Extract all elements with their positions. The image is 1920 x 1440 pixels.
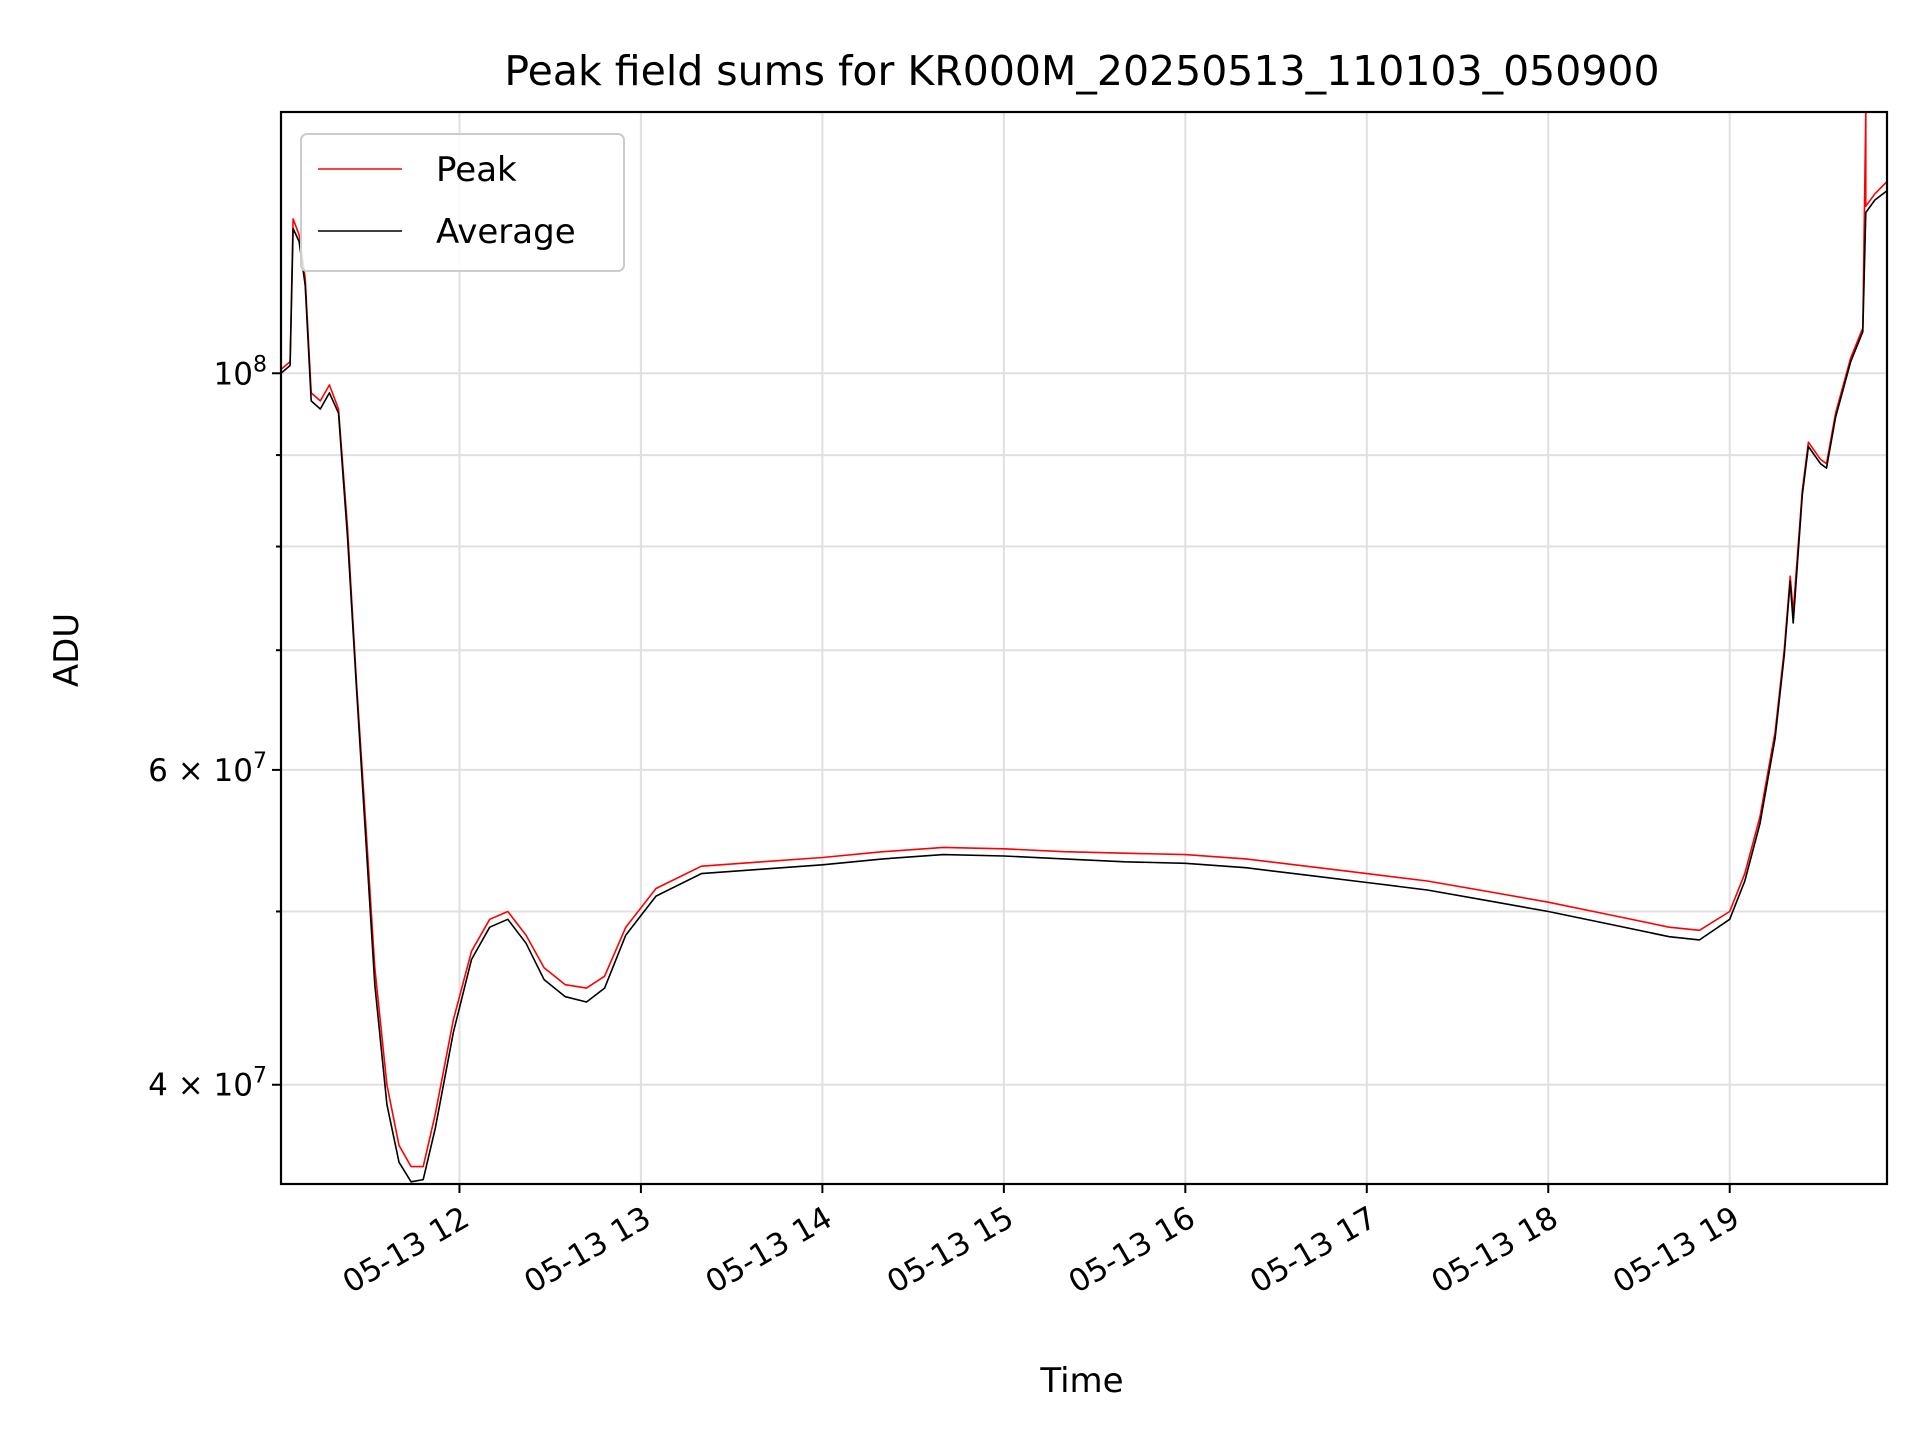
x-tick-label: 05-13 18 <box>1426 1200 1565 1301</box>
plot-frame <box>279 110 1889 1186</box>
x-tick-label: 05-13 13 <box>518 1200 657 1301</box>
y-tick-label: 108 <box>214 352 267 392</box>
legend-label-average: Average <box>436 212 576 252</box>
chart-title: Peak field sums for KR000M_20250513_1101… <box>504 47 1659 95</box>
x-tick-label: 05-13 15 <box>881 1200 1020 1301</box>
y-tick-label: 4 × 107 <box>148 1064 267 1104</box>
x-tick-label: 05-13 12 <box>337 1200 476 1301</box>
ticks: 05-13 12 05-13 13 05-13 14 05-13 15 05-13 16… <box>148 352 1746 1300</box>
x-tick-label: 05-13 16 <box>1063 1200 1202 1301</box>
series-line-average <box>280 190 1888 1183</box>
legend-label-peak: Peak <box>436 150 517 190</box>
x-axis-label: Time <box>1039 1361 1123 1401</box>
x-tick-label: 05-13 17 <box>1244 1200 1383 1301</box>
series-layer <box>280 111 1888 1183</box>
x-tick-label: 05-13 14 <box>700 1200 839 1301</box>
y-axis-label: ADU <box>47 613 87 687</box>
legend: Peak Average <box>300 133 625 272</box>
grid <box>281 112 1887 1184</box>
y-tick-label: 6 × 107 <box>148 749 267 789</box>
x-tick-label: 05-13 19 <box>1607 1200 1746 1301</box>
